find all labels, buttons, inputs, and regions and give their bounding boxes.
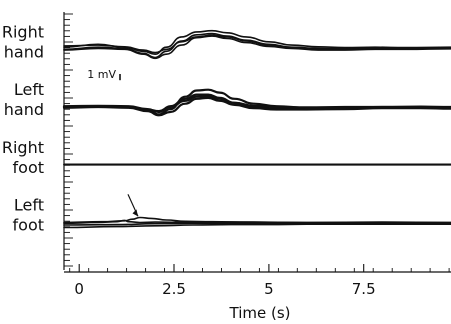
trace-line [62,95,451,113]
trace-line [63,34,451,54]
arrow-head [132,209,138,217]
panel-label-line: Right [2,138,44,157]
panel-traces [63,29,451,60]
panel-traces [63,163,451,166]
x-axis: 0 2.5 5 7.5 [64,264,451,298]
panel-label: Left foot [13,196,44,235]
x-axis-label: Time (s) [229,304,291,322]
panel-label-line: Left [14,196,44,215]
trace-line [62,96,451,117]
panel-label-line: Left [14,80,44,99]
annotations: 1 mV [87,68,139,217]
trace-line [63,32,451,59]
trace-line [63,29,451,55]
panel-label-line: foot [13,216,44,235]
trace-line [63,222,451,226]
panel-label: Right hand [2,22,44,61]
x-tick-label: 0 [74,280,84,298]
panel-traces [62,88,451,117]
x-tick-label: 7.5 [352,280,376,298]
panel-label-line: foot [13,158,44,177]
trace-line [63,219,451,225]
scale-bar-label: 1 mV [87,68,116,81]
panel-label-line: hand [4,100,44,119]
x-tick-label: 5 [264,280,274,298]
panel-label-line: Right [2,22,44,41]
x-tick-label: 2.5 [162,280,186,298]
panel-label: Right foot [2,138,44,177]
trace-line [63,223,451,229]
panel-traces [63,216,451,229]
traces [62,29,451,229]
trace-line [62,88,451,116]
panel-label-line: hand [4,42,44,61]
panel-label: Left hand [4,80,44,119]
